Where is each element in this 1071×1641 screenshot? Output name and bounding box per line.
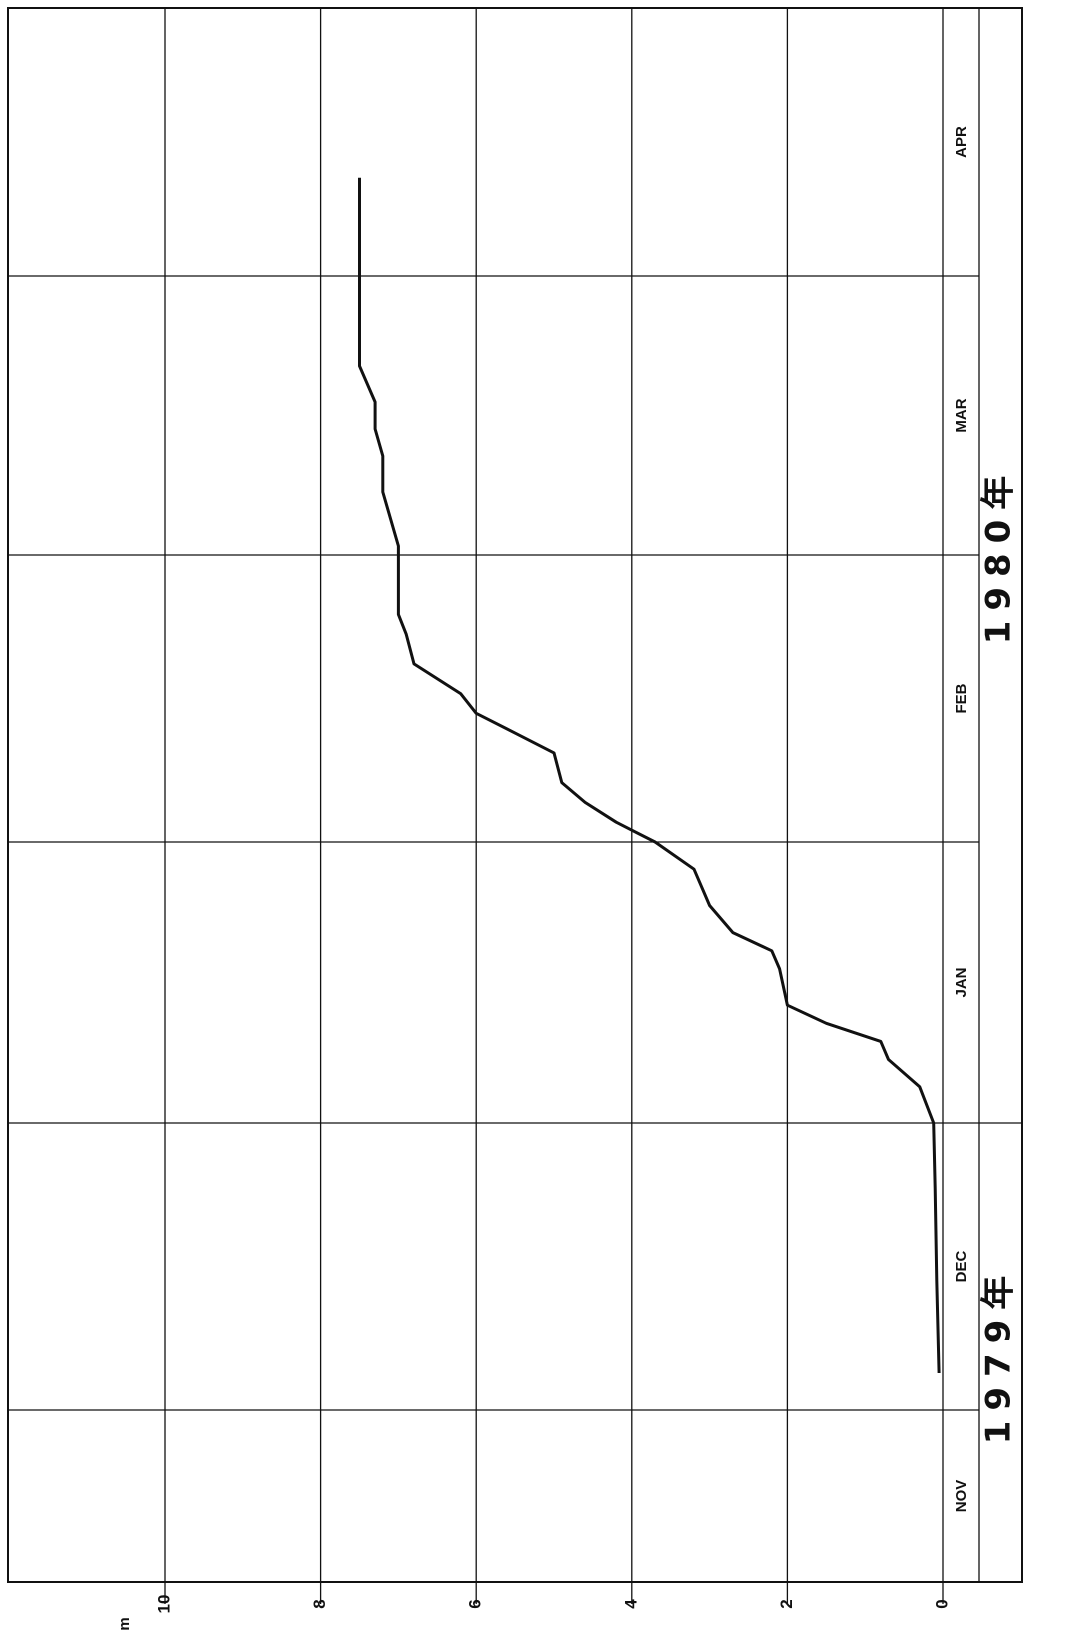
y-tick-label: 8 [310, 1599, 329, 1608]
month-labels: NOV DEC JAN FEB MAR APR [953, 126, 970, 1512]
plot-frame [7, 7, 1023, 1583]
y-tick-label: 6 [466, 1599, 485, 1608]
y-tick-label: 0 [932, 1599, 951, 1608]
month-label: FEB [953, 683, 970, 713]
month-label: NOV [953, 1480, 970, 1513]
y-tick-label: 4 [621, 1599, 640, 1609]
series-line [358, 177, 941, 1374]
month-label: MAR [953, 398, 970, 432]
month-label: JAN [953, 967, 970, 997]
y-tick-labels: 0 2 4 6 8 10 [154, 1595, 951, 1614]
year-label-1979: 1979年 [979, 1266, 1019, 1445]
y-tick-label: 2 [777, 1599, 796, 1608]
month-label: DEC [953, 1250, 970, 1282]
grid [7, 7, 1023, 1604]
y-tick-label: 10 [154, 1595, 173, 1614]
month-label: APR [953, 126, 970, 158]
year-label-1980: 1980年 [979, 466, 1019, 645]
y-unit-label: m [116, 1617, 133, 1630]
